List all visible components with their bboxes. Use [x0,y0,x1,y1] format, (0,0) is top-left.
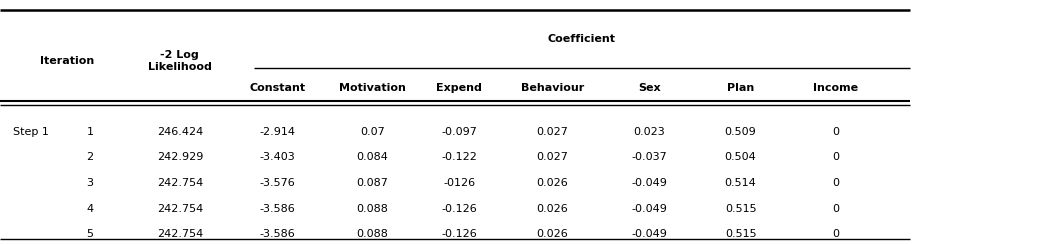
Text: 242.754: 242.754 [157,178,203,188]
Text: 3: 3 [87,178,93,188]
Text: 0.026: 0.026 [536,178,568,188]
Text: 2: 2 [87,152,93,162]
Text: 0: 0 [833,152,839,162]
Text: Expend: Expend [436,83,482,93]
Text: -0.037: -0.037 [632,152,668,162]
Text: -3.586: -3.586 [259,204,295,214]
Text: 0.509: 0.509 [725,127,756,137]
Text: Iteration: Iteration [40,56,94,66]
Text: 246.424: 246.424 [157,127,203,137]
Text: 0: 0 [833,127,839,137]
Text: -3.403: -3.403 [259,152,295,162]
Text: 0.07: 0.07 [360,127,385,137]
Text: -0.049: -0.049 [632,204,668,214]
Text: 0: 0 [833,178,839,188]
Text: 0.026: 0.026 [536,229,568,239]
Text: Sex: Sex [638,83,661,93]
Text: -0.097: -0.097 [441,127,477,137]
Text: Plan: Plan [727,83,754,93]
Text: -0.122: -0.122 [441,152,477,162]
Text: -0126: -0126 [443,178,475,188]
Text: 0.084: 0.084 [357,152,388,162]
Text: -3.576: -3.576 [259,178,295,188]
Text: -0.126: -0.126 [441,204,477,214]
Text: 0.088: 0.088 [357,204,388,214]
Text: -0.049: -0.049 [632,178,668,188]
Text: 0.027: 0.027 [536,152,568,162]
Text: Coefficient: Coefficient [548,34,616,44]
Text: 0.088: 0.088 [357,229,388,239]
Text: Constant: Constant [249,83,306,93]
Text: 4: 4 [87,204,93,214]
Text: -2.914: -2.914 [259,127,295,137]
Text: Motivation: Motivation [339,83,406,93]
Text: -2 Log
Likelihood: -2 Log Likelihood [148,50,212,72]
Text: 0: 0 [833,229,839,239]
Text: 242.929: 242.929 [157,152,203,162]
Text: -0.126: -0.126 [441,229,477,239]
Text: 0.504: 0.504 [725,152,756,162]
Text: 1: 1 [87,127,93,137]
Text: -3.586: -3.586 [259,229,295,239]
Text: 0: 0 [833,204,839,214]
Text: 242.754: 242.754 [157,204,203,214]
Text: Step 1: Step 1 [13,127,49,137]
Text: 0.087: 0.087 [357,178,388,188]
Text: 0.027: 0.027 [536,127,568,137]
Text: 0.026: 0.026 [536,204,568,214]
Text: 0.515: 0.515 [725,229,756,239]
Text: 0.023: 0.023 [634,127,665,137]
Text: 242.754: 242.754 [157,229,203,239]
Text: 5: 5 [87,229,93,239]
Text: 0.515: 0.515 [725,204,756,214]
Text: Behaviour: Behaviour [521,83,584,93]
Text: -0.049: -0.049 [632,229,668,239]
Text: Income: Income [814,83,858,93]
Text: 0.514: 0.514 [725,178,756,188]
